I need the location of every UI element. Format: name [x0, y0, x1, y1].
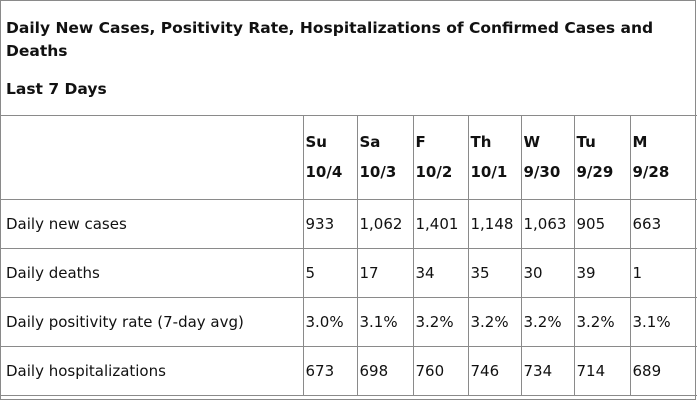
- table-cell: 3.2%: [412, 296, 469, 347]
- table-row: Daily positivity rate (7-day avg) 3.0% 3…: [1, 296, 697, 347]
- table-cell: 673: [302, 345, 358, 396]
- table-cell: 933: [302, 198, 358, 249]
- header-row: Su 10/4 Sa 10/3 F 10/2 Th 10/1 W 9/30 Tu 9/29 …: [1, 115, 697, 200]
- table-title: Daily New Cases, Positivity Rate, Hospit…: [6, 19, 654, 60]
- day-label: W: [523, 132, 541, 151]
- day-label: Tu: [576, 132, 596, 151]
- table-subtitle: Last 7 Days: [6, 80, 107, 98]
- row-label: Daily deaths: [1, 247, 304, 298]
- table-cell: 1: [629, 247, 697, 298]
- header-cell: Tu 9/29: [573, 115, 631, 200]
- row-label: Daily hospitalizations: [1, 345, 304, 396]
- table-cell: 714: [573, 345, 631, 396]
- table-cell: 35: [467, 247, 522, 298]
- date-label: 9/29: [576, 162, 614, 181]
- table-cell: 3.2%: [467, 296, 522, 347]
- title-block: Daily New Cases, Positivity Rate, Hospit…: [1, 1, 697, 116]
- date-label: 10/2: [415, 162, 453, 181]
- table-cell: 3.0%: [302, 296, 358, 347]
- row-label: Daily new cases: [1, 198, 304, 249]
- table-cell: 689: [629, 345, 697, 396]
- day-label: M: [632, 132, 648, 151]
- table-row: Daily hospitalizations 673 698 760 746 7…: [1, 345, 697, 396]
- table-cell: 1,062: [356, 198, 414, 249]
- table-cell: 3.2%: [573, 296, 631, 347]
- table-cell: 1,063: [520, 198, 575, 249]
- header-cell: M 9/28: [629, 115, 697, 200]
- header-cell: Su 10/4: [302, 115, 358, 200]
- table-cell: 5: [302, 247, 358, 298]
- data-table: Su 10/4 Sa 10/3 F 10/2 Th 10/1 W 9/30 Tu 9/29 …: [1, 115, 697, 396]
- day-label: Su: [305, 132, 327, 151]
- table-cell: 39: [573, 247, 631, 298]
- table-cell: 34: [412, 247, 469, 298]
- table-cell: 17: [356, 247, 414, 298]
- table-cell: 746: [467, 345, 522, 396]
- day-label: Sa: [359, 132, 381, 151]
- header-corner-cell: [1, 115, 304, 200]
- table-cell: 30: [520, 247, 575, 298]
- table-cell: 760: [412, 345, 469, 396]
- table-cell: 698: [356, 345, 414, 396]
- table-cell: 734: [520, 345, 575, 396]
- row-label: Daily positivity rate (7-day avg): [1, 296, 304, 347]
- table-cell: 3.2%: [520, 296, 575, 347]
- day-label: Th: [470, 132, 492, 151]
- table-cell: 3.1%: [629, 296, 697, 347]
- table-cell: 663: [629, 198, 697, 249]
- date-label: 9/30: [523, 162, 561, 181]
- header-cell: F 10/2: [412, 115, 469, 200]
- date-label: 10/3: [359, 162, 397, 181]
- table-cell: 3.1%: [356, 296, 414, 347]
- day-label: F: [415, 132, 426, 151]
- header-cell: Sa 10/3: [356, 115, 414, 200]
- table-cell: 1,148: [467, 198, 522, 249]
- header-cell: Th 10/1: [467, 115, 522, 200]
- table-row: Daily deaths 5 17 34 35 30 39 1: [1, 247, 697, 298]
- date-label: 10/4: [305, 162, 343, 181]
- table-row: Daily new cases 933 1,062 1,401 1,148 1,…: [1, 198, 697, 249]
- table-cell: 1,401: [412, 198, 469, 249]
- date-label: 9/28: [632, 162, 670, 181]
- table-cell: 905: [573, 198, 631, 249]
- header-cell: W 9/30: [520, 115, 575, 200]
- date-label: 10/1: [470, 162, 508, 181]
